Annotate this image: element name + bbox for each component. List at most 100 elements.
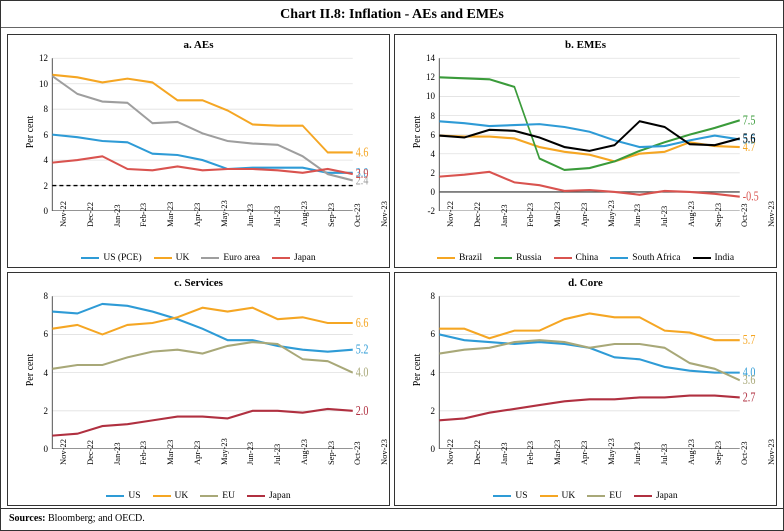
legend-label: US (515, 491, 527, 501)
x-ticks: Nov-22Dec-22Jan-23Feb-23Mar-23Apr-23May-… (399, 449, 772, 489)
series-eu (439, 340, 739, 380)
legend-item-eu: EU (587, 491, 622, 501)
end-label-japan: 2.9 (356, 167, 369, 182)
legend-swatch (540, 495, 558, 497)
legend-swatch (81, 257, 99, 259)
panel-a: a. AEs Per cent0246810123.04.62.42.9Nov-2… (7, 34, 390, 268)
legend-label: UK (175, 491, 189, 501)
legend-swatch (634, 495, 652, 497)
end-label-uk: 4.6 (356, 145, 369, 160)
legend-swatch (437, 257, 455, 259)
legend-swatch (106, 495, 124, 497)
series-china (439, 172, 739, 197)
legend-swatch (247, 495, 265, 497)
end-label-us: 5.2 (356, 342, 369, 357)
legend-swatch (201, 257, 219, 259)
series-eu (52, 342, 352, 373)
legend-label: China (576, 253, 599, 263)
end-label-eu: 4.0 (356, 365, 369, 380)
series-us (52, 304, 352, 352)
legend-label: Euro area (223, 253, 260, 263)
end-label-uk: 6.6 (356, 316, 369, 331)
end-label-india: 5.6 (743, 131, 756, 146)
chart-svg: 4.77.5-0.55.55.6 (399, 53, 772, 211)
end-label-uk: 5.7 (743, 333, 756, 348)
legend-swatch (154, 257, 172, 259)
legend-swatch (272, 257, 290, 259)
chart-svg: 5.2 6.6 4.0 2.0 (12, 291, 385, 449)
chart-container: Chart II.8: Inflation - AEs and EMEs a. … (0, 0, 784, 531)
chart-svg: 4.05.73.62.7 (399, 291, 772, 449)
chart-svg: 3.04.62.42.9 (12, 53, 385, 211)
legend-label: Russia (516, 253, 541, 263)
x-ticks: Nov-22Dec-22Jan-23Feb-23Mar-23Apr-23May-… (399, 211, 772, 251)
legend-swatch (200, 495, 218, 497)
series-japan (52, 409, 352, 436)
end-label-china: -0.5 (743, 189, 759, 204)
legend: US UK EU Japan (12, 489, 385, 505)
panel-title: c. Services (12, 277, 385, 289)
series-euro (52, 76, 352, 180)
legend-item-euro: Euro area (201, 253, 260, 263)
chart-area: Per cent-2024681012144.77.5-0.55.55.6 (399, 53, 772, 211)
sources-text: Bloomberg; and OECD. (45, 513, 144, 524)
legend-item-safrica: South Africa (610, 253, 680, 263)
end-label-japan: 2.7 (743, 390, 756, 405)
legend-item-japan: Japan (272, 253, 316, 263)
legend-swatch (587, 495, 605, 497)
series-japan (439, 396, 739, 421)
legend-label: US (128, 491, 140, 501)
legend: US (PCE)UKEuro areaJapan (12, 251, 385, 267)
legend-swatch (493, 495, 511, 497)
y-ticks: 024681012 (30, 53, 50, 211)
main-title: Chart II.8: Inflation - AEs and EMEs (1, 1, 783, 28)
legend-item-us: US (106, 491, 140, 501)
legend-item-uk: UK (540, 491, 576, 501)
legend: US UK EU Japan (399, 489, 772, 505)
end-label-russia: 7.5 (743, 113, 756, 128)
legend-item-brazil: Brazil (437, 253, 482, 263)
x-ticks: Nov-22Dec-22Jan-23Feb-23Mar-23Apr-23May-… (12, 211, 385, 251)
legend-swatch (494, 257, 512, 259)
y-ticks: 02468 (417, 291, 437, 449)
legend-label: South Africa (632, 253, 680, 263)
end-label-eu: 3.6 (743, 373, 756, 388)
legend: Brazil Russia China South Africa India (399, 251, 772, 267)
legend-swatch (554, 257, 572, 259)
legend-label: Japan (269, 491, 291, 501)
panel-grid: a. AEsPer cent0246810123.04.62.42.9Nov-2… (1, 28, 783, 508)
legend-item-india: India (693, 253, 735, 263)
end-label-japan: 2.0 (356, 404, 369, 419)
sources: Sources: Bloomberg; and OECD. (1, 508, 783, 530)
series-uk (52, 308, 352, 335)
x-ticks: Nov-22Dec-22Jan-23Feb-23Mar-23Apr-23May-… (12, 449, 385, 489)
legend-item-uk: UK (154, 253, 190, 263)
panel-title: d. Core (399, 277, 772, 289)
panel-c: c. ServicesPer cent024685.26.64.02.0Nov-… (7, 272, 390, 506)
legend-item-russia: Russia (494, 253, 541, 263)
legend-item-uk: UK (153, 491, 189, 501)
legend-swatch (610, 257, 628, 259)
chart-area: Per cent024685.26.64.02.0 (12, 291, 385, 449)
legend-label: EU (222, 491, 235, 501)
legend-item-japan: Japan (247, 491, 291, 501)
chart-area: Per cent024684.05.73.62.7 (399, 291, 772, 449)
series-russia (439, 77, 739, 170)
chart-area: Per cent0246810123.04.62.42.9 (12, 53, 385, 211)
legend-item-us: US (493, 491, 527, 501)
legend-label: EU (609, 491, 622, 501)
legend-label: Brazil (459, 253, 482, 263)
legend-label: India (715, 253, 735, 263)
legend-label: Japan (294, 253, 316, 263)
panel-b: b. EMEsPer cent-2024681012144.77.5-0.55.… (394, 34, 777, 268)
sources-label: Sources: (9, 513, 45, 524)
panel-d: d. CorePer cent024684.05.73.62.7Nov-22De… (394, 272, 777, 506)
y-ticks: -202468101214 (417, 53, 437, 211)
series-us (439, 334, 739, 372)
legend-item-china: China (554, 253, 599, 263)
panel-title: b. EMEs (399, 39, 772, 51)
legend-item-japan: Japan (634, 491, 678, 501)
legend-swatch (693, 257, 711, 259)
panel-title: a. AEs (12, 39, 385, 51)
y-ticks: 02468 (30, 291, 50, 449)
